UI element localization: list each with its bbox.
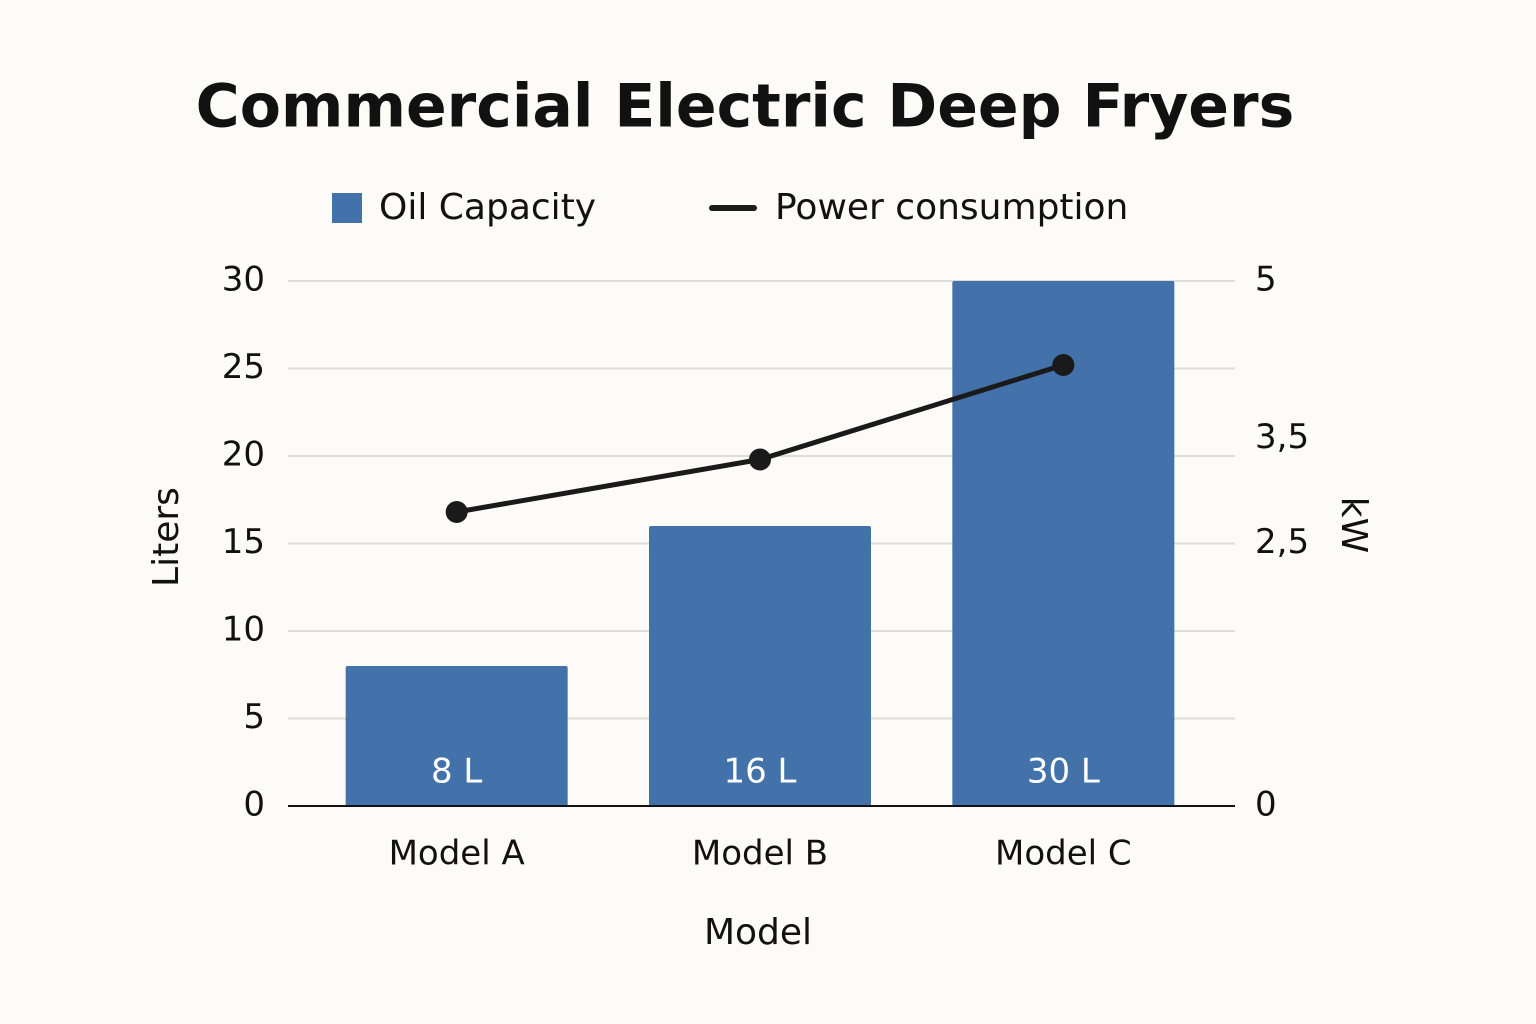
y2-tick-label: 3,5 — [1255, 417, 1309, 457]
y-tick-label: 0 — [243, 785, 265, 825]
x-tick-label: Model C — [995, 834, 1132, 874]
y2-tick-label: 0 — [1255, 785, 1277, 825]
y-tick-label: 25 — [222, 347, 265, 387]
data-label: 30 L — [1027, 752, 1100, 792]
y-tick-label: 30 — [222, 260, 265, 300]
data-label: 8 L — [431, 752, 482, 792]
x-axis-label: Model — [704, 912, 812, 953]
legend-label: Power consumption — [775, 187, 1128, 228]
x-tick-label: Model A — [389, 834, 525, 874]
y2-tick-label: 2,5 — [1255, 522, 1309, 562]
bar — [649, 526, 871, 806]
y-tick-label: 20 — [222, 435, 265, 475]
line-point — [445, 501, 468, 523]
y2-axis-label: kW — [1333, 497, 1374, 553]
y-tick-label: 15 — [222, 522, 265, 562]
y-tick-label: 5 — [243, 697, 265, 737]
y-axis-label: Liters — [146, 487, 187, 587]
y2-tick-label: 5 — [1255, 260, 1277, 300]
x-tick-label: Model B — [692, 834, 828, 874]
line-point — [749, 448, 771, 471]
line-point — [1052, 354, 1075, 376]
legend-label: Oil Capacity — [379, 187, 596, 228]
chart-title: Commercial Electric Deep Fryers — [196, 72, 1295, 142]
bar — [952, 281, 1175, 806]
data-label: 16 L — [723, 752, 796, 792]
y-tick-label: 10 — [222, 610, 265, 650]
legend-swatch — [332, 193, 362, 223]
bar — [345, 666, 568, 806]
